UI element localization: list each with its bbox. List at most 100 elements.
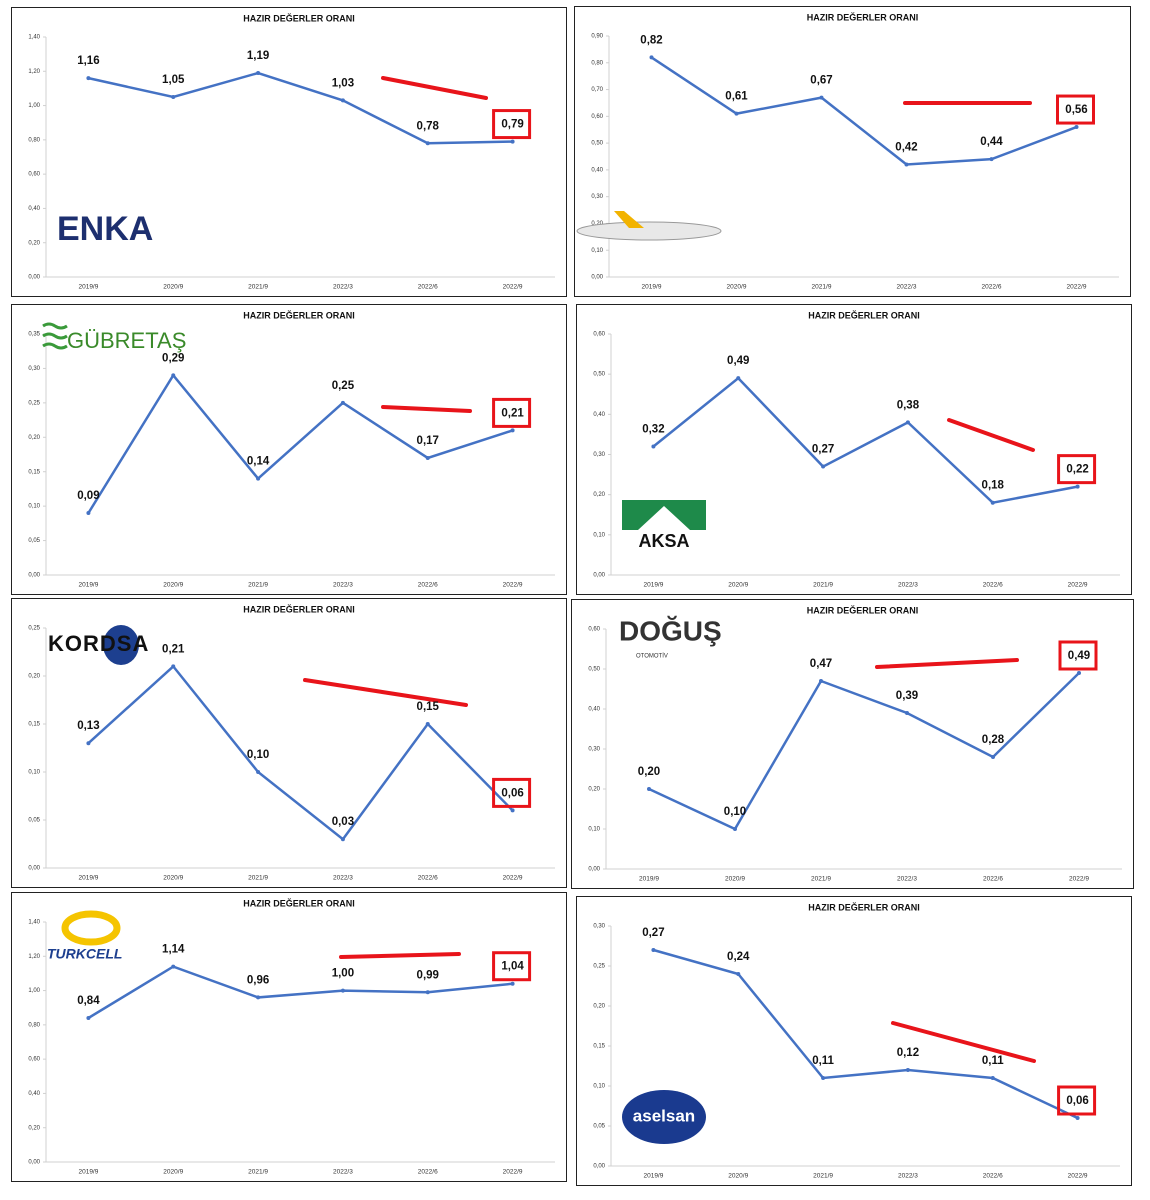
trend-annotation xyxy=(875,658,1019,669)
value-label: 0,42 xyxy=(895,142,917,154)
y-tick-label: 0,00 xyxy=(28,275,40,281)
data-line xyxy=(88,71,513,145)
data-point xyxy=(510,981,515,986)
x-tick-label: 2021/9 xyxy=(812,284,832,291)
chart-panel: HAZIR DEĞERLER ORANI 0,00 0,10 0,20 0,30 0,40… xyxy=(576,304,1132,595)
data-line xyxy=(87,373,513,514)
chart-panel: HAZIR DEĞERLER ORANI 0,00 0,05 0,10 0,15 0,20… xyxy=(11,598,567,888)
value-label: 0,18 xyxy=(982,480,1005,492)
highlight-box xyxy=(492,951,532,982)
x-tick-label: 2022/6 xyxy=(418,284,438,291)
x-tick-label: 2022/3 xyxy=(333,1169,353,1176)
x-tick-label: 2022/6 xyxy=(418,1169,438,1176)
logo-triangle xyxy=(638,506,690,530)
y-tick-label: 0,15 xyxy=(28,722,40,728)
highlight-box xyxy=(492,109,532,140)
data-point xyxy=(651,948,656,952)
x-tick-label: 2022/3 xyxy=(898,1173,918,1180)
y-tick-label: 0,10 xyxy=(593,532,605,538)
data-point xyxy=(647,787,651,791)
data-point xyxy=(425,141,430,146)
value-label: 0,27 xyxy=(642,927,664,939)
trend-annotation xyxy=(381,76,488,100)
data-point xyxy=(510,428,515,433)
y-tick-label: 0,15 xyxy=(28,469,40,475)
data-point xyxy=(904,162,909,167)
chart-title: HAZIR DEĞERLER ORANI xyxy=(808,309,920,320)
value-label: 0,96 xyxy=(247,974,269,986)
y-tick-label: 1,00 xyxy=(28,988,40,994)
y-tick-label: 0,30 xyxy=(593,924,605,930)
data-point xyxy=(256,476,261,481)
y-tick-label: 0,30 xyxy=(591,194,603,200)
data-point xyxy=(171,964,176,969)
data-point xyxy=(736,972,741,976)
logo-subtitle: OTOMOTİV xyxy=(636,653,668,660)
y-tick-label: 0,25 xyxy=(593,964,605,970)
value-label: 0,24 xyxy=(727,951,750,963)
value-label: 0,67 xyxy=(810,75,832,87)
data-point xyxy=(171,373,176,378)
chart-panel: HAZIR DEĞERLER ORANI 0,00 0,10 0,20 0,30 0,40… xyxy=(574,6,1131,297)
value-label: 0,09 xyxy=(77,490,99,502)
data-line xyxy=(648,672,1080,831)
logo-oval xyxy=(622,1090,706,1144)
value-label: 0,03 xyxy=(332,816,354,828)
x-tick-label: 2022/6 xyxy=(418,582,438,589)
x-tick-label: 2022/6 xyxy=(983,582,1003,589)
value-label: 1,16 xyxy=(77,55,99,67)
value-label: 0,21 xyxy=(162,643,185,655)
y-tick-label: 0,00 xyxy=(28,573,40,579)
highlight-box xyxy=(1058,640,1098,671)
chart-panel: HAZIR DEĞERLER ORANI 0,00 0,05 0,10 0,15 0,20… xyxy=(11,304,567,595)
x-tick-label: 2022/6 xyxy=(418,875,438,882)
data-point xyxy=(736,376,741,381)
x-tick-label: 2020/9 xyxy=(728,582,748,589)
y-tick-label: 0,60 xyxy=(591,114,603,120)
value-label: 0,38 xyxy=(897,399,920,411)
data-point xyxy=(340,988,345,993)
x-tick-label: 2022/6 xyxy=(983,876,1003,883)
y-tick-label: 0,00 xyxy=(593,573,605,579)
data-point xyxy=(905,711,909,715)
y-tick-label: 0,10 xyxy=(591,248,603,254)
data-point xyxy=(990,1076,995,1080)
data-point xyxy=(86,511,91,516)
logo-plane-tail xyxy=(614,211,644,228)
value-label: 0,17 xyxy=(417,435,439,447)
data-point xyxy=(256,770,261,774)
y-tick-label: 0,40 xyxy=(28,206,40,212)
y-tick-label: 0,10 xyxy=(593,1084,605,1090)
value-label: 0,15 xyxy=(417,701,440,713)
y-tick-label: 0,40 xyxy=(28,1091,40,1097)
logo: GÜBRETAŞ xyxy=(67,328,186,353)
y-tick-label: 0,25 xyxy=(28,400,40,406)
x-tick-label: 2021/9 xyxy=(248,1169,268,1176)
value-label: 0,21 xyxy=(501,407,524,419)
y-tick-label: 0,05 xyxy=(593,1124,605,1130)
data-point xyxy=(651,444,656,449)
data-point xyxy=(86,76,91,81)
value-label: 1,00 xyxy=(332,968,354,980)
y-tick-label: 0,40 xyxy=(593,412,605,418)
x-tick-label: 2021/9 xyxy=(813,582,833,589)
x-tick-label: 2020/9 xyxy=(163,284,183,291)
x-tick-label: 2022/9 xyxy=(1068,582,1088,589)
chart-title: HAZIR DEĞERLER ORANI xyxy=(808,901,920,912)
y-tick-label: 0,10 xyxy=(28,504,40,510)
chart-title: HAZIR DEĞERLER ORANI xyxy=(243,12,355,23)
value-label: 0,06 xyxy=(1066,1095,1088,1107)
data-point xyxy=(1074,125,1079,130)
y-tick-label: 0,05 xyxy=(28,538,40,544)
x-tick-label: 2020/9 xyxy=(725,876,745,883)
data-point xyxy=(821,464,826,469)
data-point xyxy=(819,95,824,100)
x-tick-label: 2022/3 xyxy=(333,284,353,291)
data-point xyxy=(171,664,176,669)
y-tick-label: 0,20 xyxy=(593,492,605,498)
trend-annotation xyxy=(891,1021,1036,1063)
highlight-box xyxy=(1056,94,1095,125)
x-tick-label: 2022/9 xyxy=(503,582,523,589)
y-tick-label: 0,60 xyxy=(588,627,600,633)
